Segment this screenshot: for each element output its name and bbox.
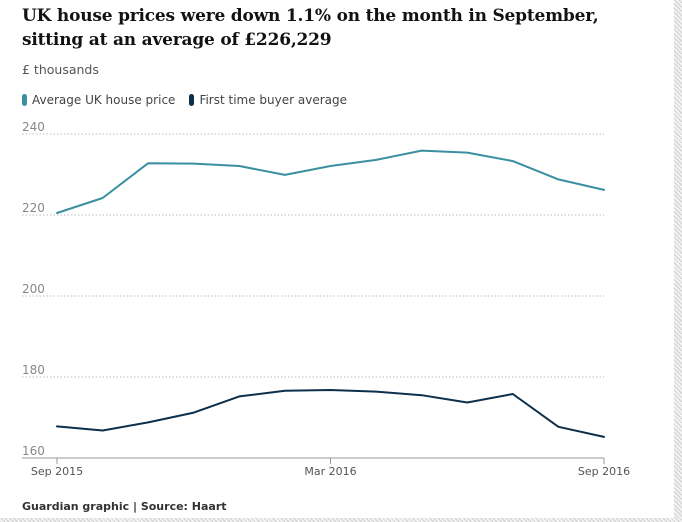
- x-tick-label: Mar 2016: [304, 465, 356, 478]
- page-bottom-pattern: [0, 518, 682, 522]
- legend-swatch-first-time-buyer: [189, 94, 195, 106]
- unit-label: £ thousands: [22, 62, 99, 77]
- y-tick-label-180: 180: [22, 363, 45, 377]
- y-tick-label-220: 220: [22, 201, 45, 215]
- source-credit: Guardian graphic | Source: Haart: [22, 500, 227, 513]
- series-line-1: [56, 389, 605, 438]
- y-tick-label-160: 160: [22, 444, 45, 458]
- x-tick-label: Sep 2015: [31, 465, 83, 478]
- y-tick-label-200: 200: [22, 282, 45, 296]
- legend-label-average: Average UK house price: [32, 93, 176, 107]
- legend-item-average: Average UK house price: [22, 93, 175, 107]
- line-chart: 160 180 200 220 240 Sep 2015 Mar 2016 Sep 2016: [22, 120, 630, 478]
- page-edge-pattern: [674, 0, 682, 522]
- chart-title: UK house prices were down 1.1% on the mo…: [22, 6, 599, 50]
- x-tick-label: Sep 2016: [578, 465, 630, 478]
- legend-item-first-time-buyer: First time buyer average: [189, 93, 347, 107]
- legend-label-first-time-buyer: First time buyer average: [199, 93, 348, 107]
- series-line-0: [56, 149, 605, 214]
- legend: Average UK house price First time buyer …: [22, 93, 361, 107]
- legend-swatch-average: [22, 94, 27, 106]
- y-tick-label-240: 240: [22, 120, 45, 134]
